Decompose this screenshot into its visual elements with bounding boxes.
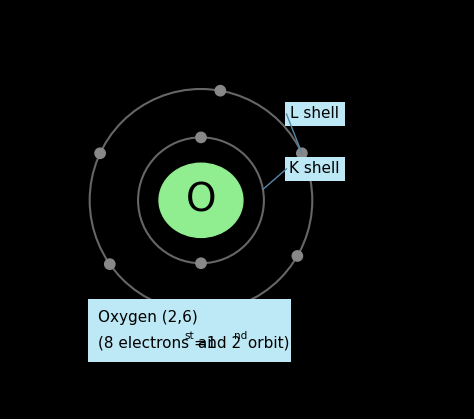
FancyBboxPatch shape xyxy=(88,299,292,362)
Circle shape xyxy=(297,148,307,158)
Text: L shell: L shell xyxy=(290,106,339,122)
Text: O: O xyxy=(186,181,216,219)
Text: K shell: K shell xyxy=(290,161,340,176)
Text: and 2: and 2 xyxy=(193,336,241,351)
Ellipse shape xyxy=(159,163,243,238)
FancyBboxPatch shape xyxy=(285,102,345,126)
Circle shape xyxy=(196,258,206,269)
Text: st: st xyxy=(184,331,194,341)
Circle shape xyxy=(105,259,115,269)
Circle shape xyxy=(292,251,302,261)
Circle shape xyxy=(215,85,226,96)
Text: nd: nd xyxy=(234,331,247,341)
Text: Oxygen (2,6): Oxygen (2,6) xyxy=(98,310,198,325)
Text: (8 electrons =1: (8 electrons =1 xyxy=(98,336,216,351)
FancyBboxPatch shape xyxy=(285,157,345,181)
Text: orbit): orbit) xyxy=(243,336,290,351)
Circle shape xyxy=(196,306,206,317)
Circle shape xyxy=(196,132,206,142)
Circle shape xyxy=(95,148,105,158)
